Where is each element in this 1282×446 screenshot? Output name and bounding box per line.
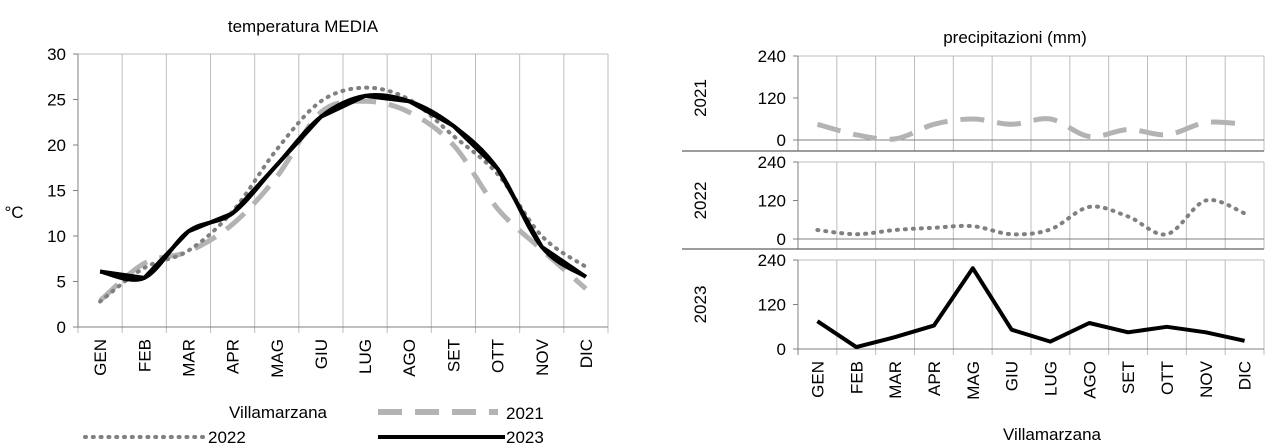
legend-label-2022: 2022 (208, 428, 246, 446)
precipitation-x-tick-label: DIC (1236, 361, 1255, 390)
precipitation-y-tick-label: 240 (758, 153, 786, 172)
temperature-x-tick-label: MAR (179, 339, 198, 377)
temperature-x-tick-label: SET (444, 339, 463, 372)
temperature-chart: temperatura MEDIA °C 0 5 10 15 20 25 30 GEN FEB M… (4, 17, 609, 446)
precipitation-chart: precipitazioni (mm) 0 120 240 2021 0 120 240 20… (682, 28, 1265, 444)
temperature-x-tick-label: NOV (533, 338, 552, 376)
temperature-y-tick-label: 0 (57, 318, 66, 337)
precipitation-x-tick-label: LUG (1041, 361, 1060, 396)
temperature-y-axis-label: °C (4, 203, 23, 222)
temperature-x-tick-label: LUG (356, 339, 375, 374)
temperature-y-tick-label: 5 (57, 273, 66, 292)
temperature-y-tick-label: 10 (47, 227, 66, 246)
legend-label-2021: 2021 (506, 404, 544, 423)
precipitation-y-tick-label: 120 (758, 296, 786, 315)
precipitation-x-tick-label: NOV (1197, 360, 1216, 398)
temperature-series-2023-line (99, 93, 588, 280)
precipitation-panel-label-2023: 2023 (691, 286, 710, 324)
temperature-x-tick-label: FEB (135, 339, 154, 372)
temperature-x-tick-label: DIC (577, 339, 596, 368)
precipitation-series-2023 (816, 266, 1246, 350)
temperature-x-tick-label: AGO (400, 339, 419, 377)
temperature-y-tick-label: 25 (47, 91, 66, 110)
temperature-y-tick-label: 15 (47, 182, 66, 201)
precipitation-x-tick-label: FEB (847, 361, 866, 394)
precipitation-x-tick-label: APR (925, 361, 944, 396)
precipitation-x-tick-label: AGO (1080, 361, 1099, 399)
precipitation-chart-title: precipitazioni (mm) (943, 28, 1087, 47)
temperature-legend-title: Villamarzana (229, 403, 328, 422)
precipitation-x-tick-label: OTT (1158, 361, 1177, 395)
precipitation-x-tick-label: SET (1119, 361, 1138, 394)
legend-label-2023: 2023 (506, 428, 544, 446)
temperature-chart-title: temperatura MEDIA (228, 17, 379, 36)
precipitation-y-tick-label: 120 (758, 89, 786, 108)
precipitation-x-tick-label: MAG (964, 361, 983, 400)
precipitation-x-axis-label: Villamarzana (1003, 425, 1102, 444)
precipitation-y-tick-label: 240 (758, 251, 786, 270)
precipitation-x-tick-label: GEN (808, 361, 827, 398)
precipitation-panel-label-2022: 2022 (691, 182, 710, 220)
precipitation-x-tick-label: GIU (1003, 361, 1022, 391)
precipitation-series-2021 (816, 116, 1245, 142)
temperature-x-tick-label: GEN (91, 339, 110, 376)
precipitation-panel-label-2021: 2021 (691, 79, 710, 117)
temperature-x-tick-label: OTT (489, 339, 508, 373)
temperature-series-2021 (98, 98, 588, 303)
temperature-x-tick-label: APR (224, 339, 243, 374)
temperature-y-tick-label: 20 (47, 136, 66, 155)
precipitation-y-tick-label: 240 (758, 47, 786, 66)
precipitation-y-tick-label: 120 (758, 192, 786, 211)
precipitation-series-2022 (815, 197, 1247, 237)
precipitation-y-tick-label: 0 (777, 340, 786, 359)
temperature-x-tick-label: MAG (268, 339, 287, 378)
temperature-x-tick-label: GIU (312, 339, 331, 369)
temperature-y-tick-label: 30 (47, 45, 66, 64)
temperature-legend: Villamarzana 2021 2022 2023 (83, 403, 544, 446)
precipitation-y-tick-label: 0 (777, 230, 786, 249)
precipitation-x-tick-label: MAR (886, 361, 905, 399)
precipitation-y-tick-label: 0 (777, 131, 786, 150)
